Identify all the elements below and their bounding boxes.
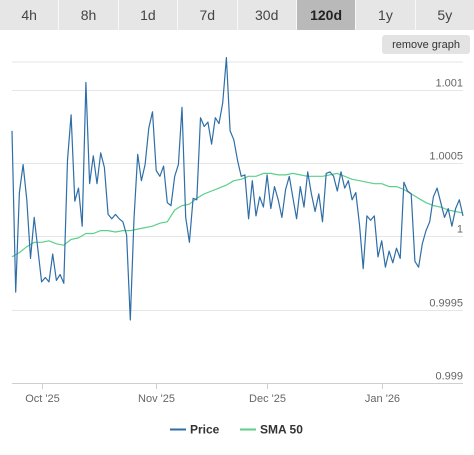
x-tick-label: Jan '26 bbox=[365, 393, 400, 405]
y-tick-label: 0.9995 bbox=[429, 298, 463, 310]
chart-axes: 1.001 1.0005 1 0.9995 0.999 Oct '25 Nov '25 Dec… bbox=[12, 78, 463, 405]
tab-1d[interactable]: 1d bbox=[119, 0, 179, 30]
series-line bbox=[11, 56, 464, 321]
tab-5y[interactable]: 5y bbox=[437, 7, 453, 23]
remove-graph-button[interactable]: remove graph bbox=[382, 35, 470, 54]
x-tick-label: Nov '25 bbox=[138, 393, 175, 405]
legend-label: Price bbox=[190, 423, 220, 437]
y-tick-label: 1.0005 bbox=[429, 151, 463, 163]
chart-legend[interactable]: Price SMA 50 bbox=[170, 423, 303, 437]
y-tick-label: 1 bbox=[457, 224, 463, 236]
series-line bbox=[11, 172, 464, 258]
x-tick-label: Oct '25 bbox=[25, 393, 60, 405]
x-tick-label: Dec '25 bbox=[249, 393, 286, 405]
chart-grid bbox=[12, 61, 463, 384]
sma-50-series bbox=[11, 172, 464, 258]
time-range-tabs: 4h 8h 1d 7d 30d 120d 1y 5y bbox=[0, 0, 474, 30]
y-tick-label: 1.001 bbox=[435, 78, 463, 90]
tab-4h[interactable]: 4h bbox=[0, 0, 60, 30]
tab-30d[interactable]: 30d bbox=[238, 0, 297, 30]
tab-120d[interactable]: 120d bbox=[296, 0, 357, 30]
y-tick-label: 0.999 bbox=[435, 371, 463, 383]
price-series bbox=[11, 56, 464, 321]
legend-label: SMA 50 bbox=[260, 423, 303, 437]
tab-8h[interactable]: 8h bbox=[59, 0, 119, 30]
tab-1y[interactable]: 1y bbox=[356, 0, 416, 30]
tab-7d[interactable]: 7d bbox=[178, 0, 238, 30]
